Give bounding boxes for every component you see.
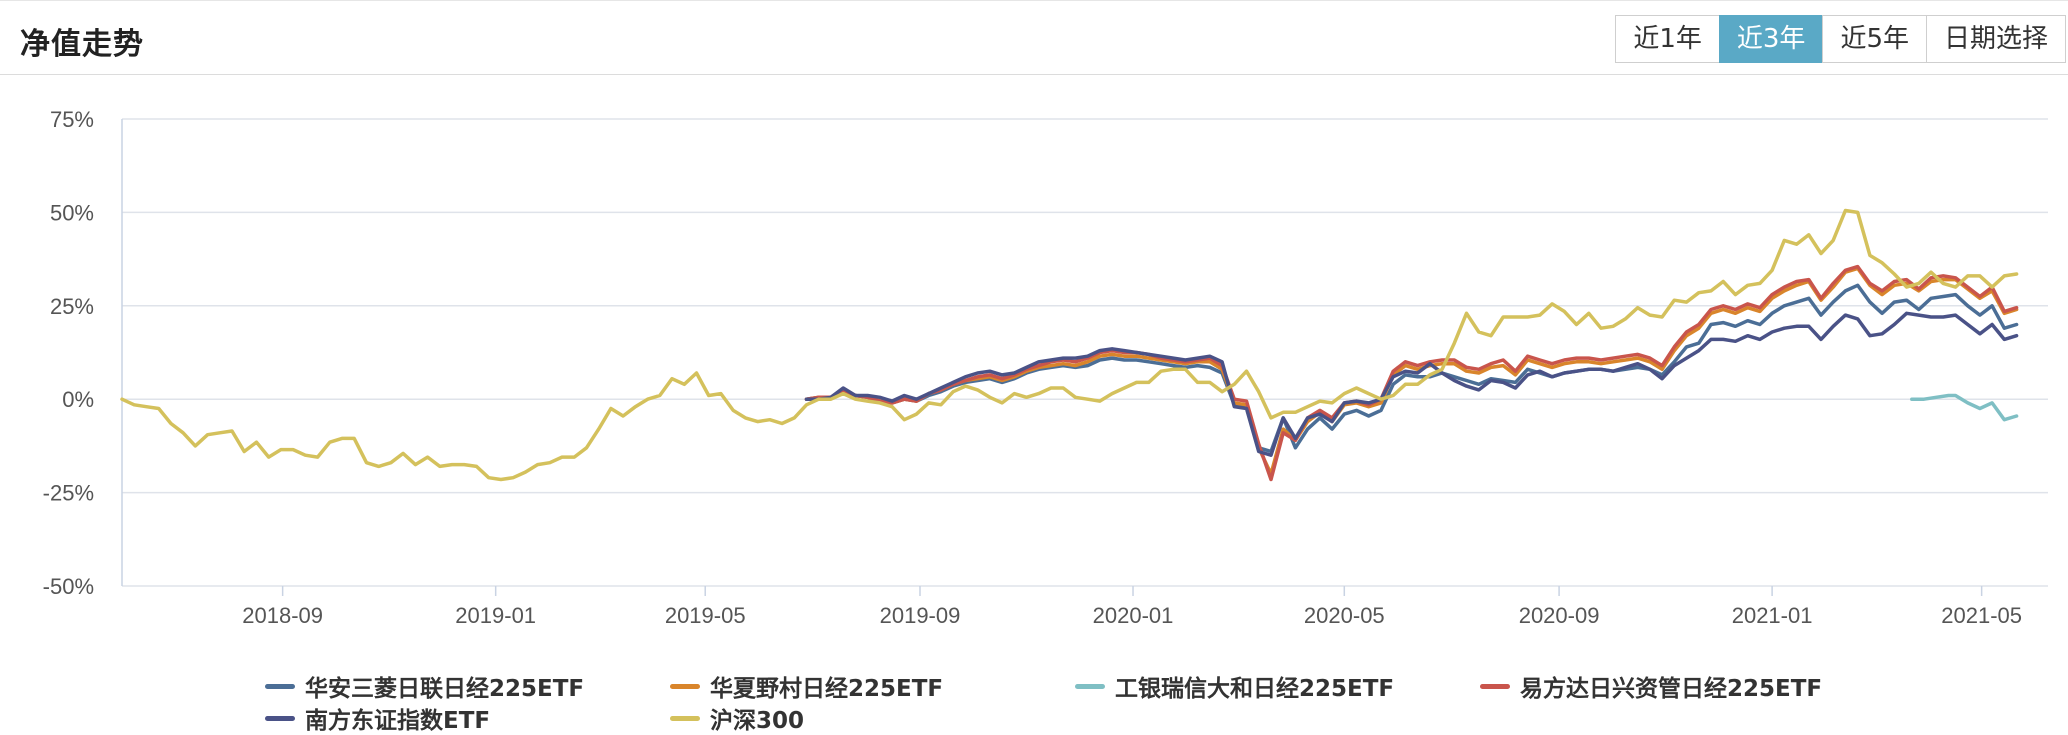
range-5y-button[interactable]: 近5年 <box>1822 15 1927 63</box>
x-tick-label: 2021-05 <box>1941 603 2022 628</box>
series-line-5[interactable] <box>120 208 2019 482</box>
legend-item-southern-topix[interactable]: 南方东证指数ETF <box>265 701 490 735</box>
legend-item-huaan-nikkei[interactable]: 华安三菱日联日经225ETF <box>265 669 584 703</box>
date-select-button[interactable]: 日期选择 <box>1925 15 2066 63</box>
legend-label: 华安三菱日联日经225ETF <box>305 676 585 702</box>
y-tick-label: -50% <box>43 574 94 599</box>
range-1y-button[interactable]: 近1年 <box>1615 15 1720 63</box>
y-tick-label: 75% <box>50 107 94 132</box>
legend-item-efund-nikkei[interactable]: 易方达日兴资管日经225ETF <box>1480 669 1822 703</box>
x-tick-label: 2019-01 <box>455 603 536 628</box>
legend-label: 易方达日兴资管日经225ETF <box>1520 676 1823 702</box>
legend-swatch <box>265 715 295 721</box>
legend-swatch <box>1480 683 1510 689</box>
panel-header: 净值走势 近1年 近3年 近5年 日期选择 <box>0 1 2068 75</box>
series-line-3[interactable] <box>804 264 2019 482</box>
legend-label: 工银瑞信大和日经225ETF <box>1115 676 1395 702</box>
x-tick-label: 2020-09 <box>1519 603 1600 628</box>
x-tick-label: 2020-05 <box>1304 603 1385 628</box>
legend-label: 华夏野村日经225ETF <box>710 676 944 702</box>
y-tick-label: -25% <box>43 481 94 506</box>
nav-line-chart: -50% -25% 0% 25% 50% 75% 2018-09 2019-01 2019-0… <box>43 107 2048 628</box>
legend-item-icbc-nikkei[interactable]: 工银瑞信大和日经225ETF <box>1075 669 1394 703</box>
page-title: 净值走势 <box>20 27 144 62</box>
legend-swatch <box>1075 683 1105 689</box>
x-tick-label: 2019-05 <box>665 603 746 628</box>
y-tick-label: 25% <box>50 294 94 319</box>
y-axis-ticks: -50% -25% 0% 25% 50% 75% <box>43 107 94 599</box>
series-lines <box>120 208 2019 482</box>
y-tick-label: 0% <box>62 387 94 412</box>
legend-swatch <box>670 715 700 721</box>
grid-lines <box>121 118 2048 587</box>
range-button-group: 近1年 近3年 近5年 日期选择 <box>1615 15 2066 63</box>
series-line-4[interactable] <box>804 311 2019 457</box>
legend-swatch <box>670 683 700 689</box>
x-tick-label: 2021-01 <box>1732 603 1813 628</box>
series-line-2[interactable] <box>1910 393 2019 422</box>
x-tick-label: 2018-09 <box>242 603 323 628</box>
series-line-0[interactable] <box>804 283 2019 454</box>
range-3y-button[interactable]: 近3年 <box>1718 15 1824 63</box>
legend-label: 沪深300 <box>710 708 805 734</box>
x-tick-label: 2020-01 <box>1093 603 1174 628</box>
x-axis-ticks: 2018-09 2019-01 2019-05 2019-09 2020-01 2020-… <box>242 586 2022 628</box>
legend-item-csi300[interactable]: 沪深300 <box>670 701 804 735</box>
legend-label: 南方东证指数ETF <box>305 708 491 734</box>
legend-item-huaxia-nikkei[interactable]: 华夏野村日经225ETF <box>670 669 943 703</box>
y-tick-label: 50% <box>50 200 94 225</box>
chart-legend: 华安三菱日联日经225ETF 华夏野村日经225ETF 工银瑞信大和日经225E… <box>0 663 2068 735</box>
x-tick-label: 2019-09 <box>880 603 961 628</box>
legend-swatch <box>265 683 295 689</box>
